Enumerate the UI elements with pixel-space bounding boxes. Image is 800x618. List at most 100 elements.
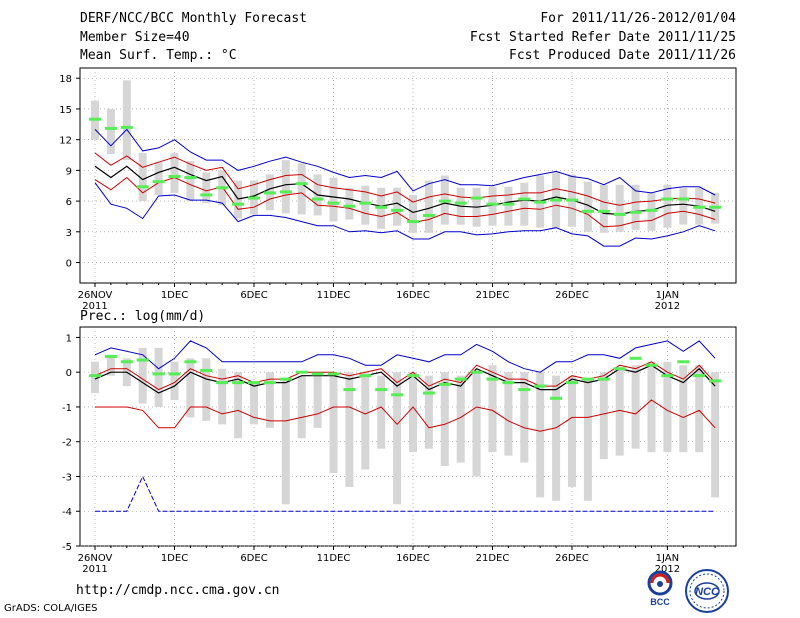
- median-marker: [263, 191, 276, 195]
- x-tick-year-label: 2011: [82, 301, 107, 312]
- x-tick-label: 6DEC: [240, 553, 267, 564]
- ensemble-box: [409, 194, 417, 233]
- ensemble-mean-line: [94, 364, 716, 394]
- ensemble-box: [583, 379, 592, 501]
- median-marker: [534, 384, 547, 388]
- ensemble-box: [297, 163, 306, 215]
- ensemble-box: [631, 184, 640, 230]
- x-tick-label: 1JAN: [656, 290, 679, 301]
- y-tick-label: 9: [66, 166, 72, 177]
- ensemble-box: [297, 375, 306, 439]
- max-line: [94, 340, 716, 373]
- ensemble-box: [504, 186, 513, 226]
- x-tick-label: 11DEC: [317, 553, 351, 564]
- ensemble-box: [377, 375, 386, 449]
- x-tick-label: 26NOV: [78, 553, 113, 564]
- median-marker: [232, 202, 245, 206]
- x-tick-label: 1DEC: [161, 553, 188, 564]
- ensemble-box: [281, 379, 290, 505]
- x-tick-label: 21DEC: [476, 553, 510, 564]
- median-marker: [550, 396, 563, 400]
- y-tick-label: -3: [62, 472, 72, 483]
- median-marker: [327, 372, 340, 376]
- median-marker: [661, 197, 674, 201]
- median-marker: [152, 180, 165, 184]
- ensemble-box: [154, 162, 163, 195]
- y-tick-label: 1: [66, 333, 72, 344]
- chart-title: DERF/NCC/BCC Monthly Forecast: [80, 11, 307, 26]
- x-tick-label: 26NOV: [78, 290, 113, 301]
- median-marker: [136, 358, 149, 362]
- ensemble-box: [599, 184, 608, 233]
- ensemble-box: [329, 372, 338, 473]
- ensemble-box: [186, 358, 195, 418]
- x-tick-year-label: 2012: [655, 301, 680, 312]
- ensemble-box: [281, 160, 290, 214]
- median-marker: [422, 391, 435, 395]
- ensemble-box: [488, 186, 497, 226]
- ensemble-box: [583, 181, 592, 232]
- y-tick-label: 15: [59, 105, 72, 116]
- ensemble-box: [361, 372, 370, 470]
- median-marker: [693, 374, 706, 378]
- median-marker: [661, 374, 674, 378]
- ensemble-box: [234, 372, 243, 439]
- median-marker: [136, 185, 149, 189]
- y-tick-label: 3: [66, 228, 72, 239]
- ensemble-box: [615, 368, 624, 456]
- median-marker: [454, 377, 467, 381]
- svg-text:BCC: BCC: [650, 597, 670, 607]
- median-marker: [486, 377, 499, 381]
- median-marker: [120, 125, 133, 129]
- ensemble-box: [520, 372, 529, 463]
- median-marker: [518, 388, 531, 392]
- median-marker: [629, 210, 642, 214]
- median-marker: [470, 370, 483, 374]
- ensemble-box: [202, 172, 211, 204]
- median-marker: [407, 220, 419, 224]
- median-marker: [597, 209, 610, 213]
- median-marker: [693, 205, 706, 209]
- ensemble-mean-line: [94, 165, 716, 216]
- ensemble-box: [568, 375, 576, 487]
- median-marker: [581, 377, 594, 381]
- median-marker: [438, 199, 451, 203]
- median-marker: [613, 212, 626, 216]
- ensemble-box: [472, 372, 481, 477]
- median-marker: [200, 368, 213, 372]
- x-tick-label: 1DEC: [161, 290, 188, 301]
- median-marker: [89, 374, 101, 378]
- x-tick-label: 21DEC: [476, 290, 510, 301]
- upper-spread-line: [94, 152, 716, 206]
- median-marker: [232, 381, 245, 385]
- ensemble-box: [456, 375, 465, 463]
- ensemble-box: [202, 358, 211, 421]
- median-marker: [375, 205, 388, 209]
- ensemble-box: [393, 372, 402, 505]
- median-marker: [359, 201, 372, 205]
- ensemble-box: [440, 372, 449, 467]
- ensemble-box: [361, 185, 370, 225]
- ensemble-box: [647, 361, 656, 453]
- min-line: [95, 475, 716, 512]
- ensemble-box: [711, 372, 720, 498]
- ensemble-box: [218, 368, 227, 425]
- median-marker: [677, 360, 690, 364]
- x-tick-year-label: 2012: [655, 564, 680, 575]
- x-tick-label: 26DEC: [555, 290, 589, 301]
- ensemble-box: [329, 177, 338, 222]
- ensemble-box: [138, 152, 147, 202]
- median-marker: [534, 200, 547, 204]
- ensemble-box: [536, 372, 545, 498]
- median-marker: [184, 176, 197, 180]
- x-tick-label: 26DEC: [555, 553, 589, 564]
- source-url[interactable]: http://cmdp.ncc.cma.gov.cn: [76, 583, 280, 598]
- median-marker: [422, 213, 435, 217]
- ensemble-box: [599, 372, 608, 460]
- ensemble-box: [345, 187, 354, 220]
- ensemble-box: [122, 80, 131, 161]
- ensemble-box: [679, 187, 688, 225]
- median-marker: [486, 202, 499, 206]
- ensemble-box: [393, 187, 402, 226]
